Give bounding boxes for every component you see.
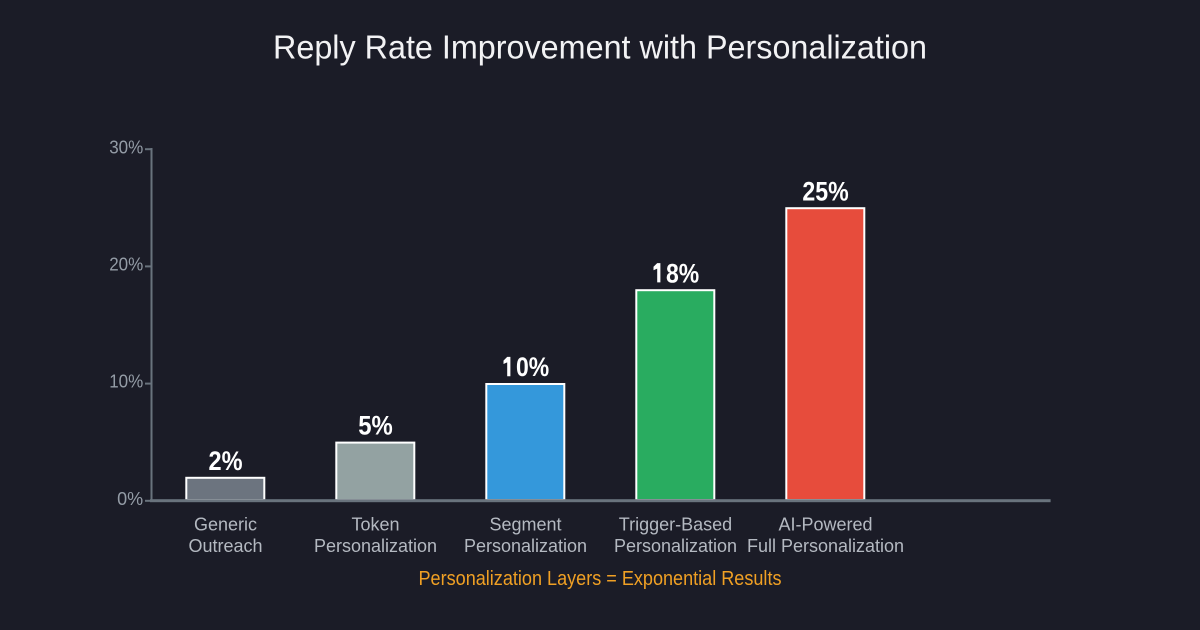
svg-text:Personalization Layers = Expon: Personalization Layers = Exponential Res…: [419, 568, 782, 590]
svg-text:Segment: Segment: [489, 515, 561, 535]
svg-text:20%: 20%: [109, 255, 143, 275]
svg-text:AI-Powered: AI-Powered: [778, 515, 872, 535]
svg-text:0%: 0%: [516, 352, 549, 382]
svg-text:Reply Rate Improvement with Pe: Reply Rate Improvement with Personalizat…: [273, 29, 927, 66]
svg-text:5%: 5%: [358, 411, 393, 441]
svg-text:Generic: Generic: [194, 515, 257, 535]
svg-text:Personalization: Personalization: [614, 536, 737, 556]
svg-text:Outreach: Outreach: [188, 536, 262, 556]
svg-text:Personalization: Personalization: [314, 536, 437, 556]
svg-text:Trigger-Based: Trigger-Based: [619, 515, 732, 535]
svg-text:0%: 0%: [117, 489, 143, 509]
svg-text:2%: 2%: [209, 446, 243, 476]
svg-text:Full Personalization: Full Personalization: [747, 536, 904, 556]
svg-text:8%: 8%: [666, 258, 699, 288]
svg-text:Token: Token: [351, 515, 399, 535]
svg-text:10%: 10%: [109, 372, 143, 392]
svg-text:Personalization: Personalization: [464, 536, 587, 556]
svg-text:30%: 30%: [109, 138, 143, 158]
svg-text:25%: 25%: [802, 176, 848, 206]
